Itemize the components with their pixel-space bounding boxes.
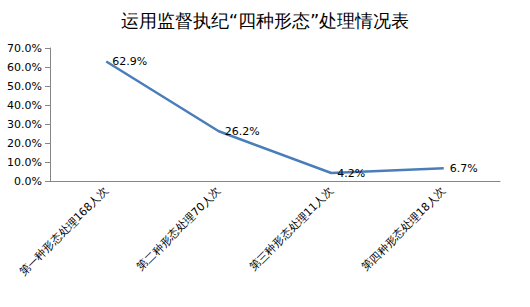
svg-text:70.0%: 70.0% xyxy=(7,42,42,55)
svg-text:第二种形态处理70人次: 第二种形态处理70人次 xyxy=(134,184,223,273)
svg-text:50.0%: 50.0% xyxy=(7,80,42,93)
svg-text:30.0%: 30.0% xyxy=(7,118,42,131)
svg-text:4.2%: 4.2% xyxy=(337,167,365,180)
svg-text:运用监督执纪“四种形态”处理情况表: 运用监督执纪“四种形态”处理情况表 xyxy=(121,10,410,31)
svg-text:20.0%: 20.0% xyxy=(7,137,42,150)
svg-text:第四种形态处理18人次: 第四种形态处理18人次 xyxy=(359,184,448,273)
svg-text:0.0%: 0.0% xyxy=(14,175,42,188)
svg-text:60.0%: 60.0% xyxy=(7,61,42,74)
svg-text:40.0%: 40.0% xyxy=(7,99,42,112)
svg-text:第三种形态处理11人次: 第三种形态处理11人次 xyxy=(247,184,336,273)
svg-text:第一种形态处理168人次: 第一种形态处理168人次 xyxy=(17,184,111,278)
svg-text:6.7%: 6.7% xyxy=(450,162,478,175)
svg-text:26.2%: 26.2% xyxy=(225,125,260,138)
svg-text:62.9%: 62.9% xyxy=(112,55,147,68)
svg-text:10.0%: 10.0% xyxy=(7,156,42,169)
